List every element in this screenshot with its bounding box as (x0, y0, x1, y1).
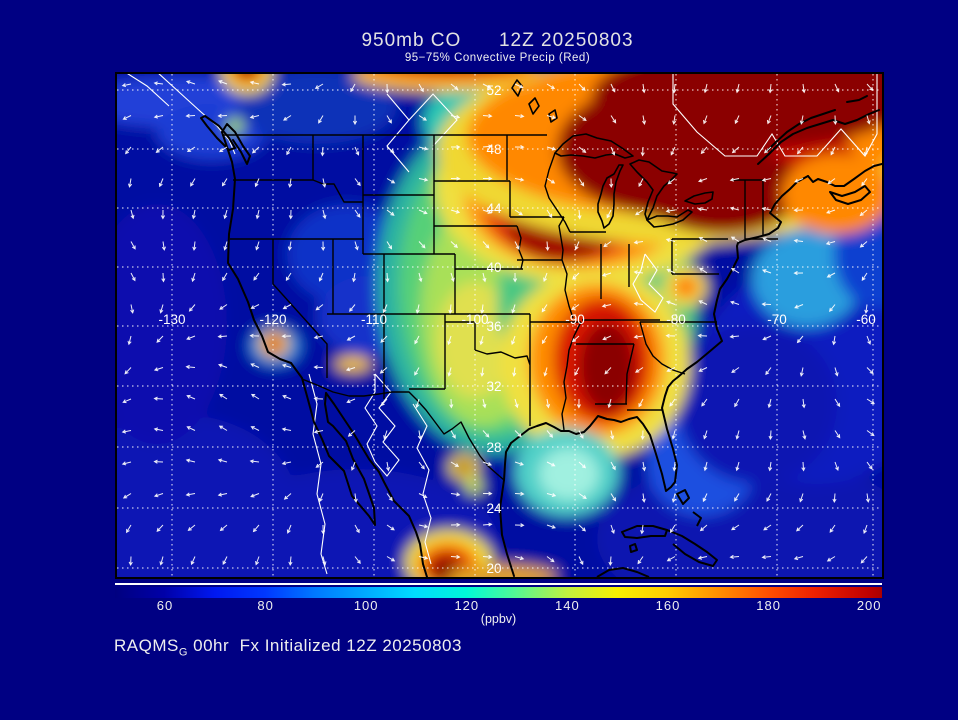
convective-precip-contours (127, 74, 878, 575)
colorbar-tick: 140 (555, 598, 580, 613)
svg-text:-80: -80 (666, 312, 686, 327)
colorbar-tick: 100 (353, 598, 379, 613)
svg-text:20: 20 (486, 561, 501, 576)
svg-text:52: 52 (486, 83, 501, 98)
svg-text:-90: -90 (565, 312, 585, 327)
svg-text:40: 40 (486, 260, 501, 275)
svg-text:-110: -110 (361, 312, 387, 327)
svg-text:-70: -70 (767, 312, 787, 327)
state-borders (222, 134, 778, 481)
model-run-annotation: RAQMSG 00hr Fx Initialized 12Z 20250803 (114, 636, 462, 658)
colorbar-tick-labels: 60 80 100 120 140 160 180 200 (115, 598, 882, 614)
svg-text:24: 24 (486, 501, 502, 516)
model-name: RAQMS (114, 636, 179, 655)
svg-text:48: 48 (486, 142, 501, 157)
svg-text:-100: -100 (461, 312, 488, 327)
co-concentration-map: -130 -120 -110 -100 -90 -80 -70 -60 52 48 44 40 36 32… (117, 74, 882, 577)
lat-lon-labels: -130 -120 -110 -100 -90 -80 -70 -60 52 48 44 40 36 32… (158, 83, 875, 576)
svg-text:32: 32 (486, 379, 501, 394)
svg-text:44: 44 (486, 201, 502, 216)
plot-title: 950mb CO 12Z 20250803 (361, 30, 634, 51)
wind-vector-arrows (121, 80, 875, 567)
svg-text:-60: -60 (856, 312, 876, 327)
colorbar-tick: 200 (856, 598, 882, 613)
caribbean-coastlines (596, 489, 718, 577)
colorbar-unit-label: (ppbv) (480, 612, 517, 626)
model-run-details: 00hr Fx Initialized 12Z 20250803 (187, 636, 462, 655)
colorbar-tick: 160 (655, 598, 681, 613)
plot-subtitle: 95−75% Convective Precip (Red) (404, 52, 591, 64)
svg-text:36: 36 (486, 319, 501, 334)
colorbar-tick: 120 (454, 598, 480, 613)
map-panel: -130 -120 -110 -100 -90 -80 -70 -60 52 48 44 40 36 32… (115, 72, 884, 579)
model-name-subscript: G (178, 646, 188, 659)
colorbar-tick: 80 (257, 598, 274, 613)
colorbar (115, 587, 882, 598)
colorbar-tick: 60 (156, 598, 174, 613)
great-lakes (511, 79, 714, 229)
svg-text:-130: -130 (158, 312, 185, 327)
svg-text:-120: -120 (259, 312, 286, 327)
colorbar-top-rule (115, 583, 882, 585)
svg-text:28: 28 (486, 440, 501, 455)
colorbar-tick: 180 (756, 598, 781, 613)
